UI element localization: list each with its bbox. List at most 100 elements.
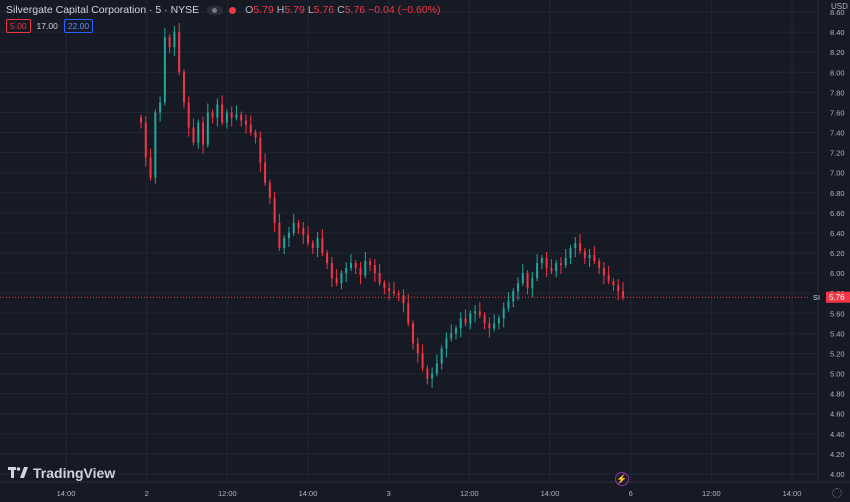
time-tick-label: 3 — [387, 489, 391, 498]
candle — [483, 312, 486, 330]
candle — [244, 114, 247, 134]
candle — [426, 365, 429, 385]
candle — [154, 109, 157, 184]
open-value: 5.79 — [253, 4, 274, 16]
candle — [349, 254, 352, 272]
price-tick-label: 8.40 — [830, 28, 845, 37]
candle — [435, 354, 438, 377]
time-tick-label: 6 — [629, 489, 633, 498]
candle — [230, 106, 233, 127]
settings-gear-icon[interactable] — [832, 488, 842, 498]
candle — [192, 118, 195, 146]
candle — [474, 305, 477, 323]
candle — [345, 262, 348, 283]
candle — [569, 245, 572, 265]
candle — [536, 254, 539, 282]
candle — [488, 317, 491, 338]
candle — [416, 337, 419, 363]
candle — [579, 233, 582, 255]
indicator-row[interactable]: 5.00 17.00 22.00 — [6, 19, 94, 33]
indicator-high-badge[interactable]: 22.00 — [63, 19, 94, 33]
low-value: 5.76 — [313, 4, 335, 16]
time-tick-label: 12:00 — [702, 489, 721, 498]
candle — [421, 344, 424, 372]
candle — [240, 111, 243, 127]
candle — [140, 114, 142, 129]
indicator-mid-value: 17.00 — [36, 21, 58, 31]
high-value: 5.79 — [284, 4, 305, 16]
price-tick-label: 4.20 — [830, 450, 845, 459]
candle — [206, 103, 209, 148]
time-axis: 14:00 2 12:00 14:00 3 12:00 14:00 6 12:00 14:00 — [0, 481, 850, 498]
price-axis: 8.60 8.40 8.20 8.00 7.80 7.60 7.40 7.20 7.00 6.80… — [817, 0, 845, 482]
candle — [526, 270, 529, 295]
candle — [397, 290, 400, 302]
price-tick-label: 8.20 — [830, 48, 845, 57]
time-tick-label: 14:00 — [299, 489, 318, 498]
candle — [359, 262, 362, 285]
candle — [431, 367, 434, 388]
candle — [454, 325, 457, 340]
candle — [307, 225, 310, 247]
candle — [321, 228, 324, 257]
candle — [326, 250, 329, 270]
high-label: H — [276, 4, 285, 16]
candle — [502, 302, 505, 328]
candle — [607, 266, 610, 285]
candle — [292, 213, 295, 236]
candle — [202, 116, 205, 154]
candle — [540, 255, 543, 270]
time-tick-label: 14:00 — [57, 489, 76, 498]
candle — [612, 278, 615, 292]
price-tick-label: 5.20 — [830, 349, 845, 358]
candle — [602, 262, 605, 285]
candle — [478, 302, 481, 319]
candle — [598, 258, 601, 275]
candle — [211, 109, 214, 124]
candle — [574, 236, 577, 258]
candle — [316, 231, 319, 258]
visibility-eye-icon[interactable] — [207, 5, 224, 15]
candle — [564, 249, 567, 269]
market-status-icon[interactable] — [229, 6, 237, 14]
currency-label: USD — [831, 2, 848, 11]
change-value: −0.04 (−0.60%) — [368, 4, 441, 16]
candle — [369, 258, 372, 272]
candle — [168, 34, 171, 54]
lightning-icon[interactable]: ⚡ — [615, 472, 629, 486]
close-label: C — [337, 4, 345, 16]
candle — [178, 23, 181, 76]
price-tick-label: 6.20 — [830, 249, 845, 258]
last-price-value: 5.76 — [829, 293, 845, 302]
candle — [531, 272, 534, 298]
candle — [583, 248, 586, 265]
candle — [445, 332, 448, 358]
price-tick-label: 6.80 — [830, 189, 845, 198]
candle — [302, 221, 305, 245]
candlestick-series — [140, 23, 624, 388]
indicator-low-badge[interactable]: 5.00 — [6, 19, 31, 33]
candle — [388, 282, 391, 301]
price-tick-label: 5.00 — [830, 370, 845, 379]
symbol-title[interactable]: Silvergate Capital Corporation · 5 · NYS… — [6, 4, 200, 16]
price-tick-label: 5.40 — [830, 329, 845, 338]
price-tick-label: 7.40 — [830, 129, 845, 138]
candle — [497, 315, 500, 330]
time-tick-label: 14:00 — [541, 489, 560, 498]
time-tick-label: 2 — [145, 489, 149, 498]
candle — [259, 131, 262, 172]
candle — [221, 95, 224, 126]
candle — [273, 191, 276, 232]
price-tick-label: 6.00 — [830, 269, 845, 278]
tradingview-logo[interactable]: TradingView — [8, 465, 115, 481]
candle — [173, 26, 176, 57]
candle — [450, 324, 453, 342]
candle — [407, 294, 410, 327]
candle — [144, 116, 147, 167]
candle — [617, 279, 620, 301]
price-tick-label: 6.60 — [830, 209, 845, 218]
candle — [593, 246, 596, 265]
chart-grid — [0, 0, 818, 482]
candle — [197, 119, 200, 149]
